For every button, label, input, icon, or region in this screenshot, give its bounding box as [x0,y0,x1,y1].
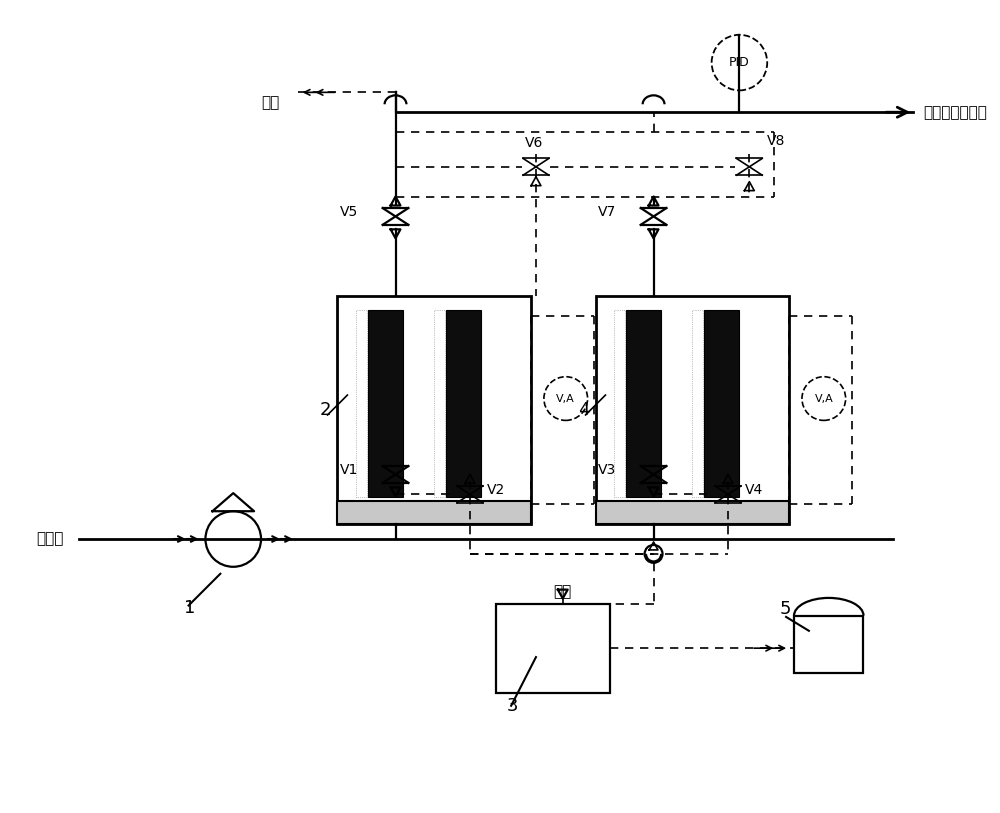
Text: 5: 5 [779,600,791,618]
Text: 放空: 放空 [554,584,572,599]
Bar [337,502,531,524]
Text: V2: V2 [487,484,505,498]
Text: V1: V1 [339,463,358,477]
Text: V8: V8 [767,134,786,148]
Bar [626,310,661,497]
Bar [446,310,481,497]
Text: 副产卤化氢气体: 副产卤化氢气体 [923,105,987,120]
Bar [356,310,367,497]
Circle shape [712,35,767,90]
Circle shape [802,376,846,420]
Text: V5: V5 [340,206,358,220]
Text: 1: 1 [184,599,195,617]
Bar [337,296,531,524]
Circle shape [544,376,588,420]
Text: V,A: V,A [814,393,833,403]
Circle shape [645,545,663,563]
Bar [614,310,625,497]
Bar [704,310,739,497]
Bar [496,603,610,693]
Circle shape [205,511,261,567]
Text: V,A: V,A [556,393,575,403]
Bar [596,502,789,524]
Bar [434,310,445,497]
Text: 2: 2 [320,401,331,419]
Bar [692,310,703,497]
Text: PID: PID [729,56,750,69]
Text: 氮气: 氮气 [261,95,279,110]
Text: V4: V4 [745,484,763,498]
Bar [596,296,789,524]
Text: V3: V3 [598,463,616,477]
Text: 混合气: 混合气 [36,532,63,546]
Text: 4: 4 [578,401,589,419]
Bar [368,310,403,497]
Text: V7: V7 [598,206,616,220]
Text: V6: V6 [525,136,543,150]
Bar [794,615,863,673]
Text: 3: 3 [506,697,518,715]
